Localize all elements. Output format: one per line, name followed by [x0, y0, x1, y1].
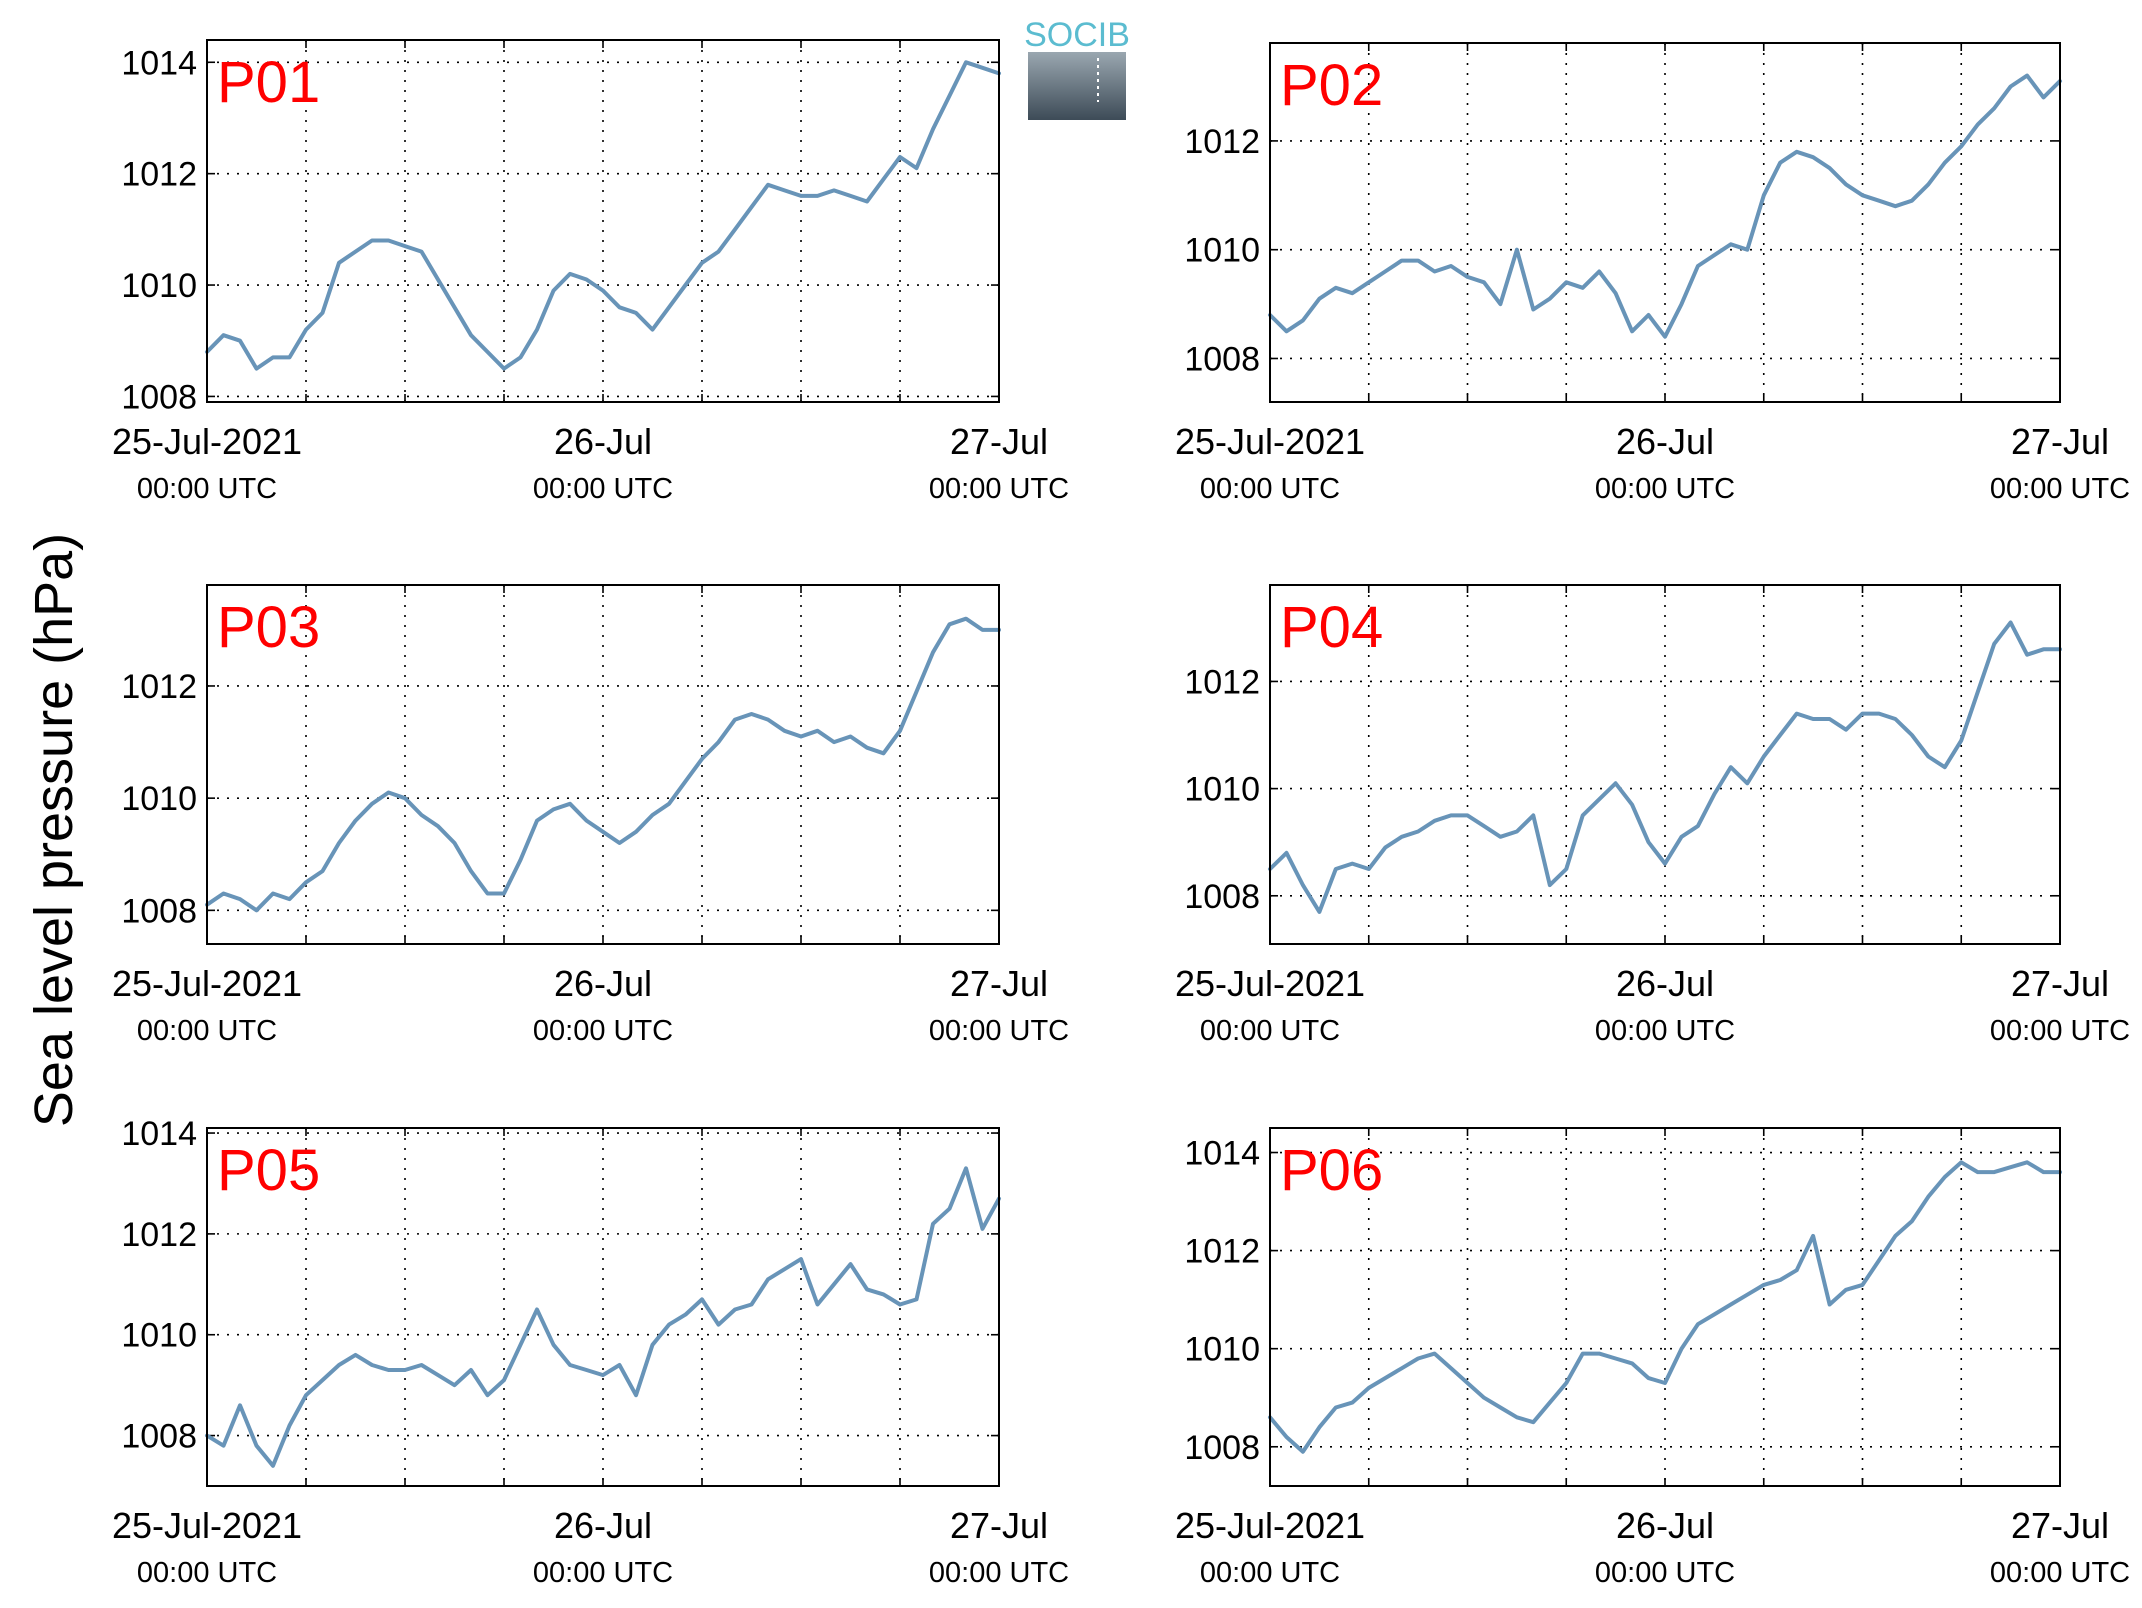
- x-tick-label-time: 00:00 UTC: [1200, 473, 1340, 505]
- y-tick-label: 1008: [1184, 878, 1260, 916]
- panel-p02: 1008 1010 1012 25-Jul-2021 00:00 UTC 26-Jul 00…: [1175, 42, 2130, 505]
- panel-label: P02: [1280, 53, 1383, 118]
- x-tick-label-date: 25-Jul-2021: [1175, 1505, 1365, 1546]
- x-tick-label-time: 00:00 UTC: [929, 1557, 1069, 1589]
- x-tick-label-time: 00:00 UTC: [1595, 1557, 1735, 1589]
- panel-p01: 1008 1010 1012 1014 25-Jul-2021 00:00 UTC 26-J…: [112, 39, 1069, 505]
- y-tick-label: 1010: [121, 267, 197, 305]
- x-tick-label-time: 00:00 UTC: [533, 1557, 673, 1589]
- x-tick-label-time: 00:00 UTC: [1990, 1015, 2130, 1047]
- x-tick-label-time: 00:00 UTC: [1595, 473, 1735, 505]
- x-tick-label-date: 27-Jul: [950, 963, 1048, 1004]
- x-tick-label-date: 26-Jul: [1616, 963, 1714, 1004]
- y-tick-label: 1014: [121, 44, 197, 82]
- y-tick-label: 1014: [1184, 1135, 1260, 1173]
- series-line: [205, 60, 1001, 371]
- x-tick-label-date: 25-Jul-2021: [112, 421, 302, 462]
- x-tick-label-date: 27-Jul: [950, 1505, 1048, 1546]
- panel-label: P03: [217, 595, 320, 660]
- y-tick-label: 1010: [1184, 232, 1260, 270]
- y-axis-label: Sea level pressure (hPa): [24, 533, 84, 1127]
- y-tick-label: 1012: [121, 156, 197, 194]
- series-line: [205, 616, 1001, 913]
- x-tick-label-time: 00:00 UTC: [533, 473, 673, 505]
- series-line: [1268, 620, 2062, 914]
- x-tick-label-time: 00:00 UTC: [929, 473, 1069, 505]
- panel-p03: 1008 1010 1012 25-Jul-2021 00:00 UTC 26-Jul 00…: [112, 584, 1069, 1047]
- panel-label: P01: [217, 50, 320, 115]
- y-tick-label: 1012: [1184, 663, 1260, 701]
- series-line: [1268, 1160, 2062, 1454]
- y-tick-label: 1010: [1184, 1331, 1260, 1369]
- panel-p04: 1008 1010 1012 25-Jul-2021 00:00 UTC 26-Jul 00…: [1175, 584, 2130, 1047]
- x-tick-label-time: 00:00 UTC: [1595, 1015, 1735, 1047]
- x-tick-label-date: 25-Jul-2021: [1175, 421, 1365, 462]
- y-tick-label: 1012: [121, 668, 197, 706]
- x-tick-label-date: 26-Jul: [554, 1505, 652, 1546]
- y-tick-label: 1012: [1184, 1233, 1260, 1271]
- x-tick-label-date: 27-Jul: [2011, 421, 2109, 462]
- axes-frame: [1269, 584, 2061, 945]
- x-tick-label-date: 25-Jul-2021: [112, 1505, 302, 1546]
- x-tick-label-time: 00:00 UTC: [929, 1015, 1069, 1047]
- y-tick-label: 1008: [1184, 340, 1260, 378]
- x-tick-label-time: 00:00 UTC: [137, 1015, 277, 1047]
- y-tick-label: 1008: [121, 892, 197, 930]
- panel-p05: 1008 1010 1012 1014 25-Jul-2021 00:00 UTC 26-J…: [112, 1115, 1069, 1589]
- x-tick-label-time: 00:00 UTC: [1200, 1557, 1340, 1589]
- y-tick-label: 1010: [1184, 771, 1260, 809]
- x-tick-label-time: 00:00 UTC: [1990, 1557, 2130, 1589]
- x-tick-label-date: 26-Jul: [554, 963, 652, 1004]
- y-tick-label: 1010: [121, 1317, 197, 1355]
- series-line: [205, 1166, 1001, 1468]
- y-tick-label: 1008: [121, 1418, 197, 1456]
- x-tick-label-time: 00:00 UTC: [533, 1015, 673, 1047]
- socib-logo: SOCIB: [1024, 16, 1130, 120]
- y-tick-label: 1012: [121, 1216, 197, 1254]
- axes-frame: [206, 1127, 1000, 1487]
- y-tick-label: 1008: [121, 378, 197, 416]
- y-tick-label: 1014: [121, 1115, 197, 1153]
- panel-p06: 1008 1010 1012 1014 25-Jul-2021 00:00 UTC 26-J…: [1175, 1127, 2130, 1589]
- x-tick-label-date: 26-Jul: [554, 421, 652, 462]
- x-tick-label-date: 27-Jul: [2011, 1505, 2109, 1546]
- axes-frame: [1269, 1127, 2061, 1487]
- y-tick-label: 1012: [1184, 123, 1260, 161]
- axes-frame: [206, 584, 1000, 945]
- x-tick-label-time: 00:00 UTC: [137, 473, 277, 505]
- panel-label: P05: [217, 1138, 320, 1203]
- x-tick-label-date: 27-Jul: [950, 421, 1048, 462]
- socib-logo-text: SOCIB: [1024, 16, 1130, 54]
- axes-frame: [206, 39, 1000, 403]
- x-tick-label-time: 00:00 UTC: [1200, 1015, 1340, 1047]
- x-tick-label-date: 26-Jul: [1616, 421, 1714, 462]
- x-tick-label-date: 25-Jul-2021: [112, 963, 302, 1004]
- panel-label: P06: [1280, 1138, 1383, 1203]
- y-tick-label: 1008: [1184, 1429, 1260, 1467]
- x-tick-label-time: 00:00 UTC: [137, 1557, 277, 1589]
- x-tick-label-date: 27-Jul: [2011, 963, 2109, 1004]
- axes-frame: [1269, 42, 2061, 403]
- x-tick-label-date: 25-Jul-2021: [1175, 963, 1365, 1004]
- x-tick-label-date: 26-Jul: [1616, 1505, 1714, 1546]
- y-tick-label: 1010: [121, 780, 197, 818]
- series-line: [1268, 73, 2062, 339]
- x-tick-label-time: 00:00 UTC: [1990, 473, 2130, 505]
- panel-label: P04: [1280, 595, 1383, 660]
